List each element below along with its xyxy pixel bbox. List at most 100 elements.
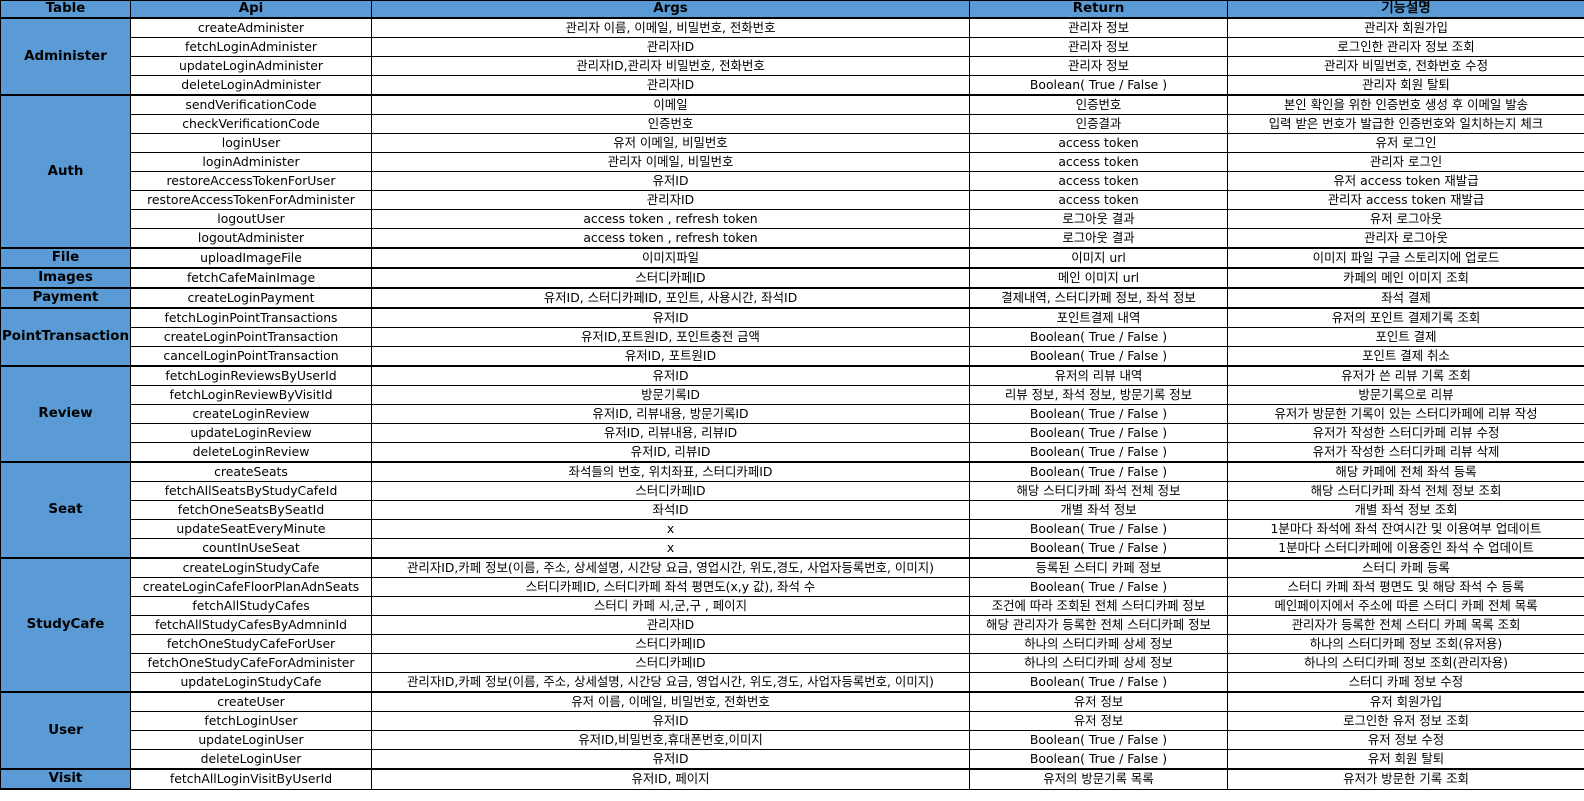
description-cell: 개별 좌석 정보 조회	[1227, 500, 1584, 520]
args-cell: 유저ID	[371, 365, 970, 386]
return-cell: Boolean( True / False )	[969, 749, 1228, 770]
return-cell: access token	[969, 171, 1228, 191]
return-cell: 등록된 스터디 카페 정보	[969, 557, 1228, 578]
args-cell: 유저ID, 스터디카페ID, 포인트, 사용시간, 좌석ID	[371, 287, 970, 309]
table-row: createLoginCafeFloorPlanAdnSeats 스터디카페ID,…	[1, 577, 1584, 597]
table-row: deleteLoginAdminister 관리자ID Boolean( True …	[1, 75, 1584, 96]
table-row: PointTransaction fetchLoginPointTransacti…	[0, 307, 1584, 367]
table-row: fetchOneStudyCafeForUser 스터디카페ID 하나의 스터디카페…	[1, 634, 1584, 654]
table-row: Administer createAdminister 관리자 이름, 이메일, 비…	[0, 17, 1584, 96]
args-cell: access token , refresh token	[371, 228, 970, 249]
api-cell: fetchLoginReviewsByUserId	[130, 365, 372, 386]
table-row: fetchOneSeatsBySeatId 좌석ID 개별 좌석 정보 개별 좌석 정…	[1, 500, 1584, 520]
description-cell: 스터디 카페 좌석 평면도 및 해당 좌석 수 등록	[1227, 577, 1584, 597]
description-cell: 관리자 로그아웃	[1227, 228, 1584, 249]
api-cell: updateLoginAdminister	[130, 56, 372, 76]
api-cell: updateSeatEveryMinute	[130, 519, 372, 539]
description-cell: 유저 로그인	[1227, 133, 1584, 153]
group-label: StudyCafe	[0, 557, 131, 693]
table-row: createLoginPointTransaction 유저ID,포트원ID, 포…	[1, 327, 1584, 347]
args-cell: 관리자 이메일, 비밀번호	[371, 152, 970, 172]
args-cell: 관리자 이름, 이메일, 비밀번호, 전화번호	[371, 17, 970, 38]
return-cell: 하나의 스터디카페 상세 정보	[969, 634, 1228, 654]
description-cell: 유저 access token 재발급	[1227, 171, 1584, 191]
table-row: updateLoginStudyCafe 관리자ID,카페 정보(이름, 주소, …	[1, 672, 1584, 693]
description-cell: 관리자 회원가입	[1227, 17, 1584, 38]
header-return: Return	[969, 0, 1228, 19]
api-cell: countInUseSeat	[130, 538, 372, 559]
args-cell: 관리자ID	[371, 615, 970, 635]
description-cell: 본인 확인을 위한 인증번호 생성 후 이메일 발송	[1227, 94, 1584, 115]
api-cell: restoreAccessTokenForUser	[130, 171, 372, 191]
description-cell: 유저 로그아웃	[1227, 209, 1584, 229]
api-cell: fetchAllSeatsByStudyCafeId	[130, 481, 372, 501]
return-cell: Boolean( True / False )	[969, 519, 1228, 539]
return-cell: 유저 정보	[969, 691, 1228, 712]
description-cell: 메인페이지에서 주소에 따른 스터디 카페 전체 목록	[1227, 596, 1584, 616]
return-cell: 리뷰 정보, 좌석 정보, 방문기록 정보	[969, 385, 1228, 405]
api-cell: createLoginReview	[130, 404, 372, 424]
description-cell: 관리자 access token 재발급	[1227, 190, 1584, 210]
table-row: logoutAdminister access token , refresh t…	[1, 228, 1584, 249]
api-cell: fetchAllLoginVisitByUserId	[130, 768, 372, 790]
group-label: Auth	[0, 94, 131, 249]
description-cell: 카페의 메인 이미지 조회	[1227, 267, 1584, 289]
return-cell: Boolean( True / False )	[969, 423, 1228, 443]
return-cell: 결제내역, 스터디카페 정보, 좌석 정보	[969, 287, 1228, 309]
group-label: Administer	[0, 17, 131, 96]
args-cell: 유저ID, 포트원ID	[371, 346, 970, 367]
table-row: countInUseSeat x Boolean( True / False ) 1분…	[1, 538, 1584, 559]
api-cell: logoutAdminister	[130, 228, 372, 249]
api-cell: sendVerificationCode	[130, 94, 372, 115]
description-cell: 관리자 로그인	[1227, 152, 1584, 172]
return-cell: Boolean( True / False )	[969, 346, 1228, 367]
description-cell: 유저 정보 수정	[1227, 730, 1584, 750]
table-row: fetchAllSeatsByStudyCafeId 스터디카페ID 해당 스터디카…	[1, 481, 1584, 501]
api-cell: updateLoginStudyCafe	[130, 672, 372, 693]
table-row: updateSeatEveryMinute x Boolean( True / Fa…	[1, 519, 1584, 539]
description-cell: 유저가 방문한 기록이 있는 스터디카페에 리뷰 작성	[1227, 404, 1584, 424]
description-cell: 관리자가 등록한 전체 스터디 카페 목록 조회	[1227, 615, 1584, 635]
return-cell: 이미지 url	[969, 247, 1228, 269]
description-cell: 1분마다 좌석에 좌석 잔여시간 및 이용여부 업데이트	[1227, 519, 1584, 539]
return-cell: 유저의 방문기록 목록	[969, 768, 1228, 790]
description-cell: 로그인한 관리자 정보 조회	[1227, 37, 1584, 57]
return-cell: 유저의 리뷰 내역	[969, 365, 1228, 386]
return-cell: 로그아웃 결과	[969, 209, 1228, 229]
table-row: restoreAccessTokenForUser 유저ID access toke…	[1, 171, 1584, 191]
return-cell: access token	[969, 190, 1228, 210]
description-cell: 포인트 결제 취소	[1227, 346, 1584, 367]
table-row: createLoginReview 유저ID, 리뷰내용, 방문기록ID Boole…	[1, 404, 1584, 424]
args-cell: 이메일	[371, 94, 970, 115]
args-cell: 인증번호	[371, 114, 970, 134]
api-cell: uploadImageFile	[130, 247, 372, 269]
api-cell: cancelLoginPointTransaction	[130, 346, 372, 367]
group-label: Images	[0, 267, 131, 289]
return-cell: 하나의 스터디카페 상세 정보	[969, 653, 1228, 673]
return-cell: Boolean( True / False )	[969, 672, 1228, 693]
args-cell: 스터디카페ID	[371, 634, 970, 654]
args-cell: 스터디카페ID, 스터디카페 좌석 평면도(x,y 값), 좌석 수	[371, 577, 970, 597]
api-cell: fetchLoginUser	[130, 711, 372, 731]
table-header: Table Api Args Return 기능설명	[0, 0, 1584, 19]
args-cell: 유저ID	[371, 307, 970, 328]
return-cell: 해당 스터디카페 좌석 전체 정보	[969, 481, 1228, 501]
table-row: logoutUser access token , refresh token 로그…	[1, 209, 1584, 229]
args-cell: 좌석들의 번호, 위치좌표, 스터디카페ID	[371, 461, 970, 482]
description-cell: 좌석 결제	[1227, 287, 1584, 309]
args-cell: 유저ID	[371, 711, 970, 731]
return-cell: 메인 이미지 url	[969, 267, 1228, 289]
return-cell: access token	[969, 133, 1228, 153]
return-cell: 포인트결제 내역	[969, 307, 1228, 328]
api-cell: deleteLoginReview	[130, 442, 372, 463]
args-cell: x	[371, 519, 970, 539]
args-cell: access token , refresh token	[371, 209, 970, 229]
args-cell: x	[371, 538, 970, 559]
header-description: 기능설명	[1227, 0, 1584, 19]
description-cell: 유저가 작성한 스터디카페 리뷰 수정	[1227, 423, 1584, 443]
args-cell: 스터디카페ID	[371, 481, 970, 501]
api-cell: checkVerificationCode	[130, 114, 372, 134]
api-cell: fetchLoginAdminister	[130, 37, 372, 57]
header-table: Table	[0, 0, 131, 19]
